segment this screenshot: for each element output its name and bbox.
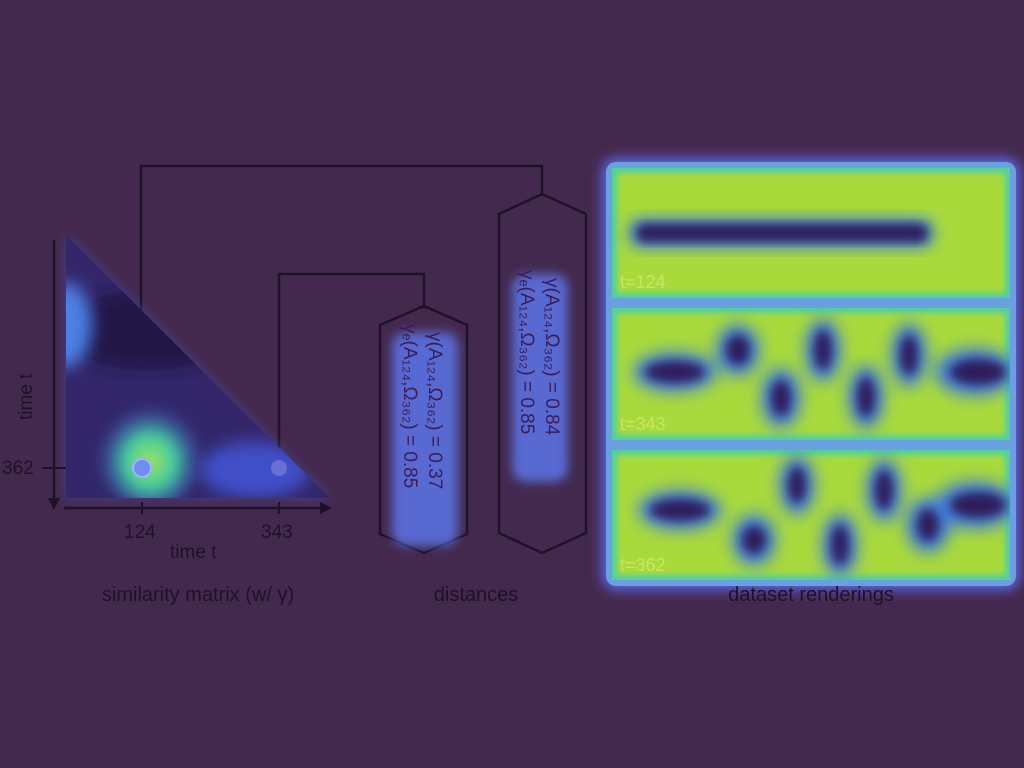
matrix-point-343 (271, 460, 287, 476)
matrix-blue-right (200, 442, 310, 498)
short-box-gamma-e: γₑ(A₁₂₄,Ω₃₆₂) = 0.85 (399, 324, 420, 489)
matrix-point-124 (132, 458, 152, 478)
x-axis-title: time t (170, 542, 217, 563)
tall-box-gamma: γ(A₁₂₄,Ω₃₆₂) = 0.84 (541, 278, 562, 436)
frame-label-362: t=362 (620, 555, 666, 575)
y-tick-362: 362 (2, 458, 34, 479)
connector-to-short-box (277, 272, 426, 468)
short-box-gamma: γ(A₁₂₄,Ω₃₆₂) = 0.37 (424, 332, 445, 490)
renderings-caption: dataset renderings (728, 584, 894, 606)
matrix-blue-spot (66, 283, 92, 367)
frame-label-343: t=343 (620, 414, 666, 434)
rendering-frame-362 (612, 450, 1010, 580)
short-distance-box (378, 304, 469, 555)
rendering-frame-124 (612, 168, 1010, 298)
distances-caption: distances (433, 584, 519, 606)
similarity-caption: similarity matrix (w/ γ) (101, 584, 295, 606)
renderings-group (602, 158, 1020, 590)
tall-distance-box (497, 192, 588, 555)
matrix-axes (42, 240, 332, 514)
x-tick-343: 343 (261, 522, 293, 543)
tall-box-gamma-e: γₑ(A₁₂₄,Ω₃₆₂) = 0.85 (516, 270, 537, 435)
x-tick-124: 124 (124, 522, 156, 543)
y-axis-title: time t (16, 373, 37, 420)
frame-label-124: t=124 (620, 272, 666, 292)
rendering-frame-343 (612, 308, 1010, 440)
distances-boxes (378, 192, 588, 555)
similarity-matrix (66, 235, 330, 498)
matrix-bright-peak (95, 392, 205, 498)
